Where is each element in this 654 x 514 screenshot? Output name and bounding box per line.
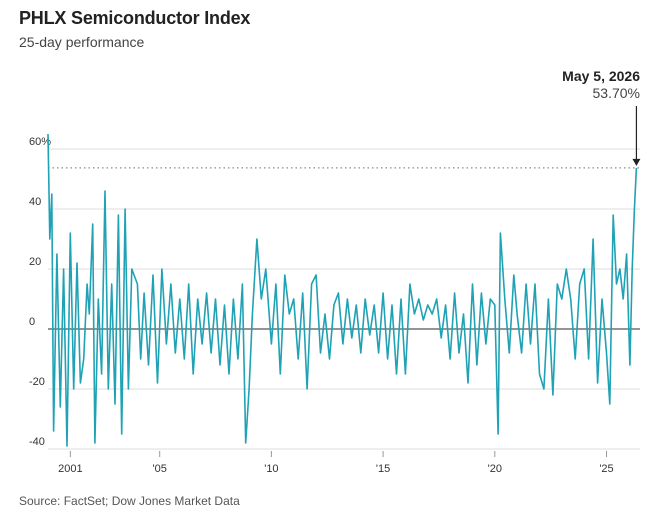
y-tick-label: 20	[29, 256, 41, 268]
y-tick-label: 40	[29, 196, 41, 208]
x-tick-label: 2001	[58, 463, 82, 475]
y-tick-label: -20	[29, 376, 45, 388]
annotation: May 5, 2026 53.70%	[562, 68, 641, 166]
x-tick-label: '05	[153, 463, 167, 475]
x-tick-label: '10	[264, 463, 278, 475]
x-axis-ticks: 2001 '05 '10 '15 '20 '25	[58, 451, 614, 475]
arrow-down-icon	[632, 158, 641, 166]
gridlines: 60% 40 20 0 -20 -40	[29, 136, 640, 450]
annotation-date: May 5, 2026	[562, 68, 640, 84]
x-tick-label: '15	[376, 463, 390, 475]
source-note: Source: FactSet; Dow Jones Market Data	[19, 494, 240, 508]
x-tick-label: '20	[488, 463, 502, 475]
y-tick-label: 60%	[29, 136, 51, 148]
chart-title: PHLX Semiconductor Index	[19, 8, 251, 28]
x-tick-label: '25	[599, 463, 613, 475]
series-layer	[47, 133, 638, 447]
chart-subtitle: 25-day performance	[19, 34, 145, 50]
y-tick-label: 0	[29, 316, 35, 328]
y-tick-label: -40	[29, 436, 45, 448]
series-line	[47, 133, 638, 447]
annotation-value: 53.70%	[593, 85, 640, 101]
